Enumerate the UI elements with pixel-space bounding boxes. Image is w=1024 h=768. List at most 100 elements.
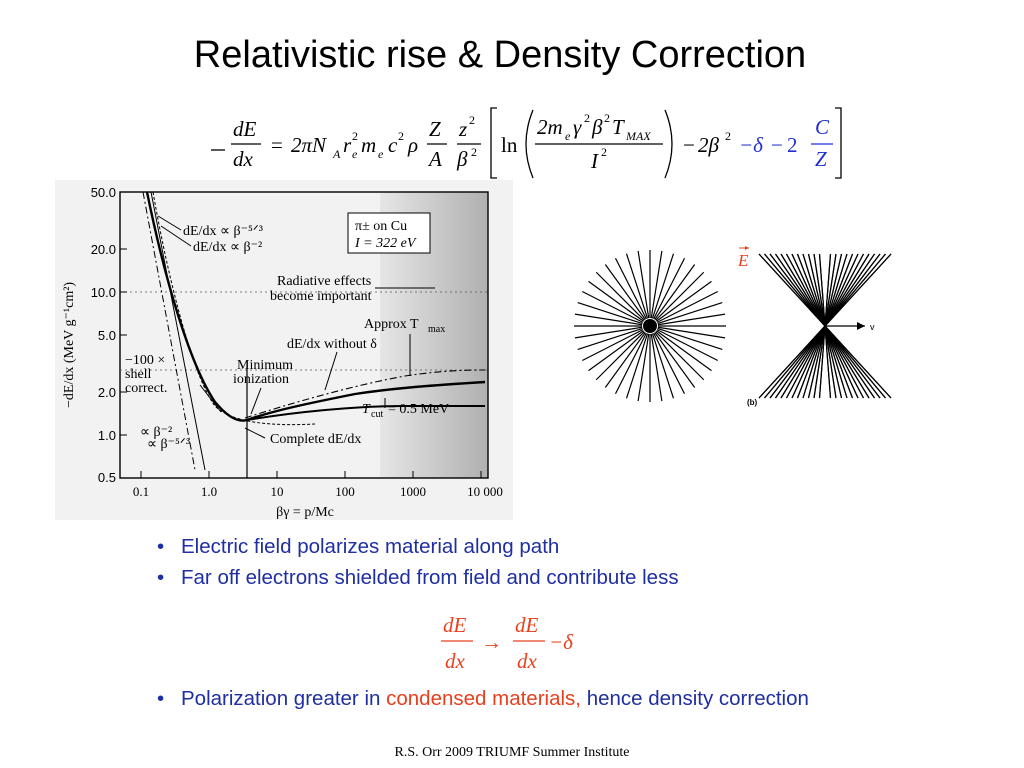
field-line [604, 332, 646, 388]
x-tick: 10 000 [467, 484, 503, 499]
svg-text:I: I [590, 149, 599, 173]
annotation-approx-tmax: Approx T [364, 317, 419, 332]
svg-text:dx: dx [445, 649, 466, 673]
svg-text:m: m [361, 133, 376, 157]
svg-text:c: c [388, 133, 398, 157]
bullet-list: Electric field polarizes material along … [155, 531, 679, 593]
coefficient: 2πN [291, 133, 327, 157]
svg-text:r: r [343, 133, 352, 157]
field-line [595, 331, 645, 381]
svg-text:shell: shell [125, 367, 152, 382]
field-line [656, 329, 718, 362]
field-line [637, 250, 650, 319]
lhs-numerator: dE [233, 117, 257, 141]
slide-title: Relativistic rise & Density Correction [193, 34, 807, 76]
svg-text:cut: cut [371, 409, 383, 420]
annotation-beta53: dE/dx ∝ β⁻⁵ᐟ³ [183, 224, 263, 239]
svg-text:T: T [612, 115, 625, 139]
svg-text:2: 2 [469, 113, 475, 127]
svg-text:correct.: correct. [125, 381, 167, 396]
field-line [582, 290, 644, 323]
field-line [650, 250, 663, 319]
x-axis-label: βγ = p/Mc [276, 505, 334, 520]
field-line [656, 290, 718, 323]
y-tick: 1.0 [98, 428, 116, 443]
field-line [650, 333, 663, 402]
svg-text:2m: 2m [537, 115, 563, 139]
svg-text:2: 2 [604, 111, 610, 125]
bullet-item: Electric field polarizes material along … [155, 531, 679, 562]
polarization-field-figure: v (b) E [574, 246, 892, 407]
svg-text:−δ: −δ [549, 630, 574, 654]
bullet-list-2: Polarization greater in condensed materi… [155, 683, 809, 714]
svg-text:2: 2 [471, 145, 477, 159]
bullet-item: Far off electrons shielded from field an… [155, 562, 679, 593]
svg-text:2: 2 [601, 145, 607, 159]
field-line [604, 264, 646, 320]
field-line [625, 333, 649, 399]
svg-text:MAX: MAX [625, 129, 651, 143]
field-line [651, 253, 675, 319]
highlight-condensed: condensed materials, [386, 687, 581, 710]
y-tick: 5.0 [98, 328, 116, 343]
field-line [577, 301, 643, 325]
x-tick: 1.0 [201, 484, 217, 499]
bullet-item: Polarization greater in condensed materi… [155, 683, 809, 714]
field-line [582, 329, 644, 362]
svg-text:γ: γ [573, 115, 582, 139]
svg-text:β: β [591, 115, 603, 139]
field-line [653, 258, 686, 320]
dedx-graph-image: 50.0 20.0 10.0 5.0 2.0 1.0 0.5 0.1 1.0 1… [55, 180, 513, 520]
x-tick: 1000 [400, 484, 426, 499]
annotation-beta2: dE/dx ∝ β⁻² [193, 240, 262, 255]
field-line [653, 332, 686, 394]
y-tick: 0.5 [98, 470, 116, 485]
field-line [625, 253, 649, 319]
field-line [657, 313, 726, 326]
field-line [654, 264, 696, 320]
svg-text:A: A [427, 147, 442, 171]
y-axis-label: −dE/dx (MeV g⁻¹cm²) [62, 282, 77, 408]
annotation-low-beta53: ∝ β⁻⁵ᐟ³ [147, 437, 190, 452]
svg-text:e: e [378, 147, 384, 161]
panel-label: (b) [747, 398, 758, 407]
density-correction-formula: dE dx → dE dx −δ [441, 613, 574, 673]
annotation-radiative: Radiative effects [277, 274, 371, 289]
svg-text:→: → [481, 630, 502, 654]
svg-text:2: 2 [352, 129, 358, 143]
y-tick: 50.0 [91, 185, 116, 200]
bethe-bloch-formula: dE dx = 2πN A r 2 e m e c 2 ρ Z A z 2 β … [211, 107, 842, 179]
annotation-complete: Complete dE/dx [270, 432, 361, 447]
svg-text:z: z [458, 117, 467, 141]
svg-text:−: − [771, 133, 783, 157]
legend-particle: π± on Cu [355, 219, 407, 234]
svg-text:=: = [271, 133, 283, 157]
x-tick: 100 [335, 484, 355, 499]
y-tick: 20.0 [91, 242, 116, 257]
x-tick: 0.1 [133, 484, 149, 499]
field-line [654, 332, 696, 388]
svg-text:2β: 2β [698, 133, 720, 157]
radial-field-lines-static [574, 250, 726, 402]
svg-text:max: max [428, 324, 445, 335]
field-line [656, 330, 712, 372]
velocity-label: v [870, 322, 875, 332]
annotation-minimum: Minimum [237, 358, 293, 373]
svg-text:ρ: ρ [407, 133, 418, 157]
field-line [657, 326, 726, 339]
field-line [614, 258, 647, 320]
field-line [574, 313, 643, 326]
y-tick: 2.0 [98, 385, 116, 400]
svg-text:e: e [352, 147, 358, 161]
annotation-without-delta: dE/dx without δ [287, 337, 377, 352]
field-line [614, 332, 647, 394]
field-line [637, 333, 650, 402]
legend-excitation: I = 322 eV [354, 236, 417, 251]
field-vector-label: E [737, 251, 749, 270]
field-line [657, 327, 723, 351]
delta-term: −δ [739, 133, 764, 157]
svg-text:2: 2 [398, 129, 404, 143]
svg-text:2: 2 [725, 129, 731, 143]
svg-text:2: 2 [584, 111, 590, 125]
annotation-shell: −100 × [125, 353, 165, 368]
